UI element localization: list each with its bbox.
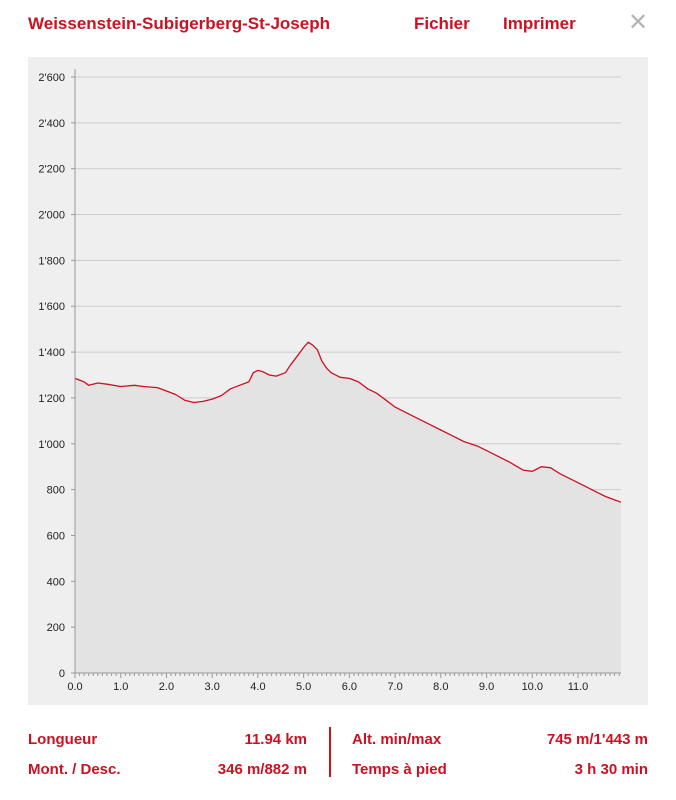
close-icon[interactable]: ✕ [627, 9, 649, 36]
y-tick-label: 600 [47, 530, 65, 542]
x-tick-label: 6.0 [342, 681, 357, 693]
y-tick-label: 1'800 [38, 255, 65, 267]
y-tick-label: 2'200 [38, 164, 65, 176]
route-title: Weissenstein-Subigerberg-St-Joseph [28, 14, 330, 33]
walking-time-value: 3 h 30 min [574, 761, 648, 778]
x-tick-label: 9.0 [479, 681, 494, 693]
x-tick-label: 4.0 [250, 681, 265, 693]
x-tick-label: 7.0 [387, 681, 402, 693]
x-tick-label: 8.0 [433, 681, 448, 693]
x-tick-label: 5.0 [296, 681, 311, 693]
length-value: 11.94 km [244, 731, 307, 748]
altitude-minmax-label: Alt. min/max [352, 731, 442, 748]
x-tick-label: 1.0 [113, 681, 128, 693]
y-tick-label: 1'000 [38, 439, 65, 451]
ascent-descent-value: 346 m/882 m [217, 761, 307, 778]
file-menu-button[interactable]: Fichier [414, 14, 470, 33]
altitude-minmax-value: 745 m/1'443 m [546, 731, 648, 748]
elevation-chart: 0 200 400 600 800 1'000 1'200 1'400 1'600 1'800 2'… [28, 57, 648, 705]
walking-time-label: Temps à pied [352, 761, 447, 778]
y-tick-label: 2'000 [38, 210, 65, 222]
x-tick-label: 3.0 [205, 681, 220, 693]
y-tick-label: 1'600 [38, 301, 65, 313]
y-tick-label: 200 [47, 622, 65, 634]
x-tick-label: 10.0 [522, 681, 543, 693]
elevation-profile-svg: 0 200 400 600 800 1'000 1'200 1'400 1'600 1'800 2'… [38, 69, 622, 693]
y-tick-label: 0 [59, 668, 65, 680]
elevation-line [74, 341, 622, 503]
y-tick-label: 1'200 [38, 393, 65, 405]
y-tick-label: 2'400 [38, 118, 65, 130]
y-tick-label: 1'400 [38, 347, 65, 359]
y-tick-label: 800 [47, 485, 65, 497]
x-tick-label: 0.0 [67, 681, 82, 693]
print-button[interactable]: Imprimer [503, 14, 576, 33]
ascent-descent-label: Mont. / Desc. [28, 761, 121, 778]
x-tick-label: 11.0 [568, 681, 589, 693]
y-tick-label: 400 [47, 576, 65, 588]
stats-divider [329, 727, 331, 777]
y-tick-label: 2'600 [38, 72, 65, 84]
x-tick-label: 2.0 [159, 681, 174, 693]
header: Weissenstein-Subigerberg-St-Joseph Fichi… [0, 0, 676, 50]
elevation-area [75, 342, 621, 673]
length-label: Longueur [28, 731, 98, 748]
